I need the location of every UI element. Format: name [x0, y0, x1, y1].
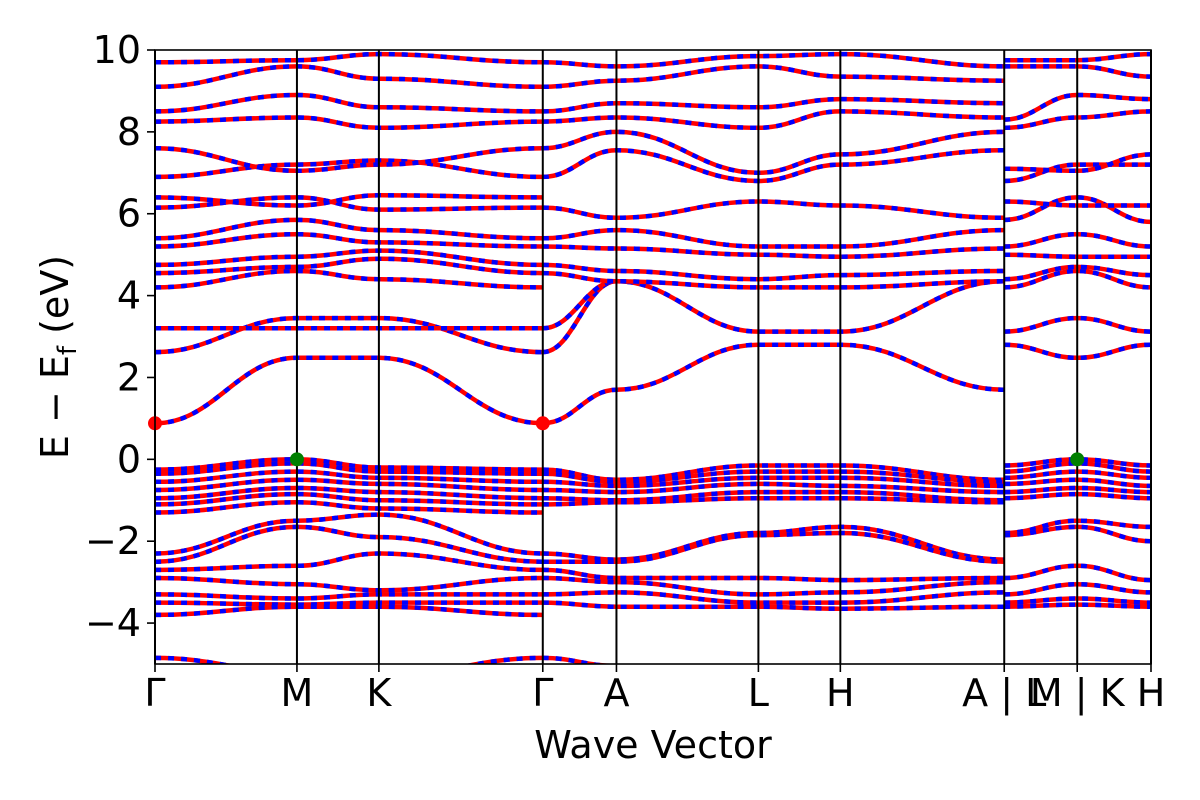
band-line-overlay-55: [542, 489, 1005, 503]
band-line-overlay-75: [542, 600, 1005, 611]
y-tick-label-3: 4: [117, 274, 141, 318]
band-line-overlay-56: [542, 495, 1005, 507]
band-line-overlay-17: [155, 115, 543, 131]
band-line-overlay-68: [155, 600, 543, 607]
band-line-overlay-66: [155, 575, 543, 593]
band-line-overlay-15: [155, 158, 543, 180]
band-line-overlay-74: [542, 590, 1005, 605]
y-axis-title-unit: (eV): [33, 255, 77, 346]
plot-frame: [154, 49, 1152, 665]
band-line-overlay-14: [155, 193, 543, 208]
band-line-overlay-53: [542, 475, 1005, 489]
band-line-overlay-12: [155, 217, 543, 241]
band-line-overlay-51: [542, 463, 1005, 483]
x-tick-label-0: Γ: [144, 671, 165, 715]
band-line-overlay-82: [155, 655, 1005, 664]
band-edge-markers: [148, 416, 1085, 467]
band-line-overlay-28: [542, 109, 1005, 131]
band-line-overlay-10: [155, 248, 543, 268]
band-line-overlay-50: [155, 500, 543, 515]
band-line-overlay-47: [155, 477, 543, 493]
x-tick-label-6: H: [826, 671, 855, 715]
band-line-overlay-31: [542, 51, 1005, 69]
band-line-overlay-64: [155, 524, 543, 564]
band-line-overlay-18: [155, 92, 543, 114]
band-line-overlay-72: [542, 567, 1005, 583]
x-tick-label-3: Γ: [532, 671, 553, 715]
band-line-overlay-65: [155, 551, 543, 573]
x-tick-label-2: K: [366, 671, 392, 715]
cbm-marker-1: [535, 416, 550, 431]
band-line-overlay-30: [542, 64, 1005, 90]
y-axis-ticks: 10 8 6 4 2 0 −2 −4: [85, 28, 155, 645]
band-line-overlay-44: [155, 457, 543, 472]
band-line-overlay-9: [155, 256, 543, 276]
y-tick-label-5: 0: [117, 437, 141, 481]
band-line-overlay-29: [542, 96, 1005, 114]
y-axis-title: E − Ef (eV): [33, 255, 83, 459]
band-line-overlay-25: [542, 199, 1005, 221]
x-tick-label-5: L: [748, 671, 769, 715]
band-line-overlay-4: [542, 279, 1005, 355]
band-line-overlay-67: [155, 592, 543, 601]
x-tick-label-8: M | K: [1030, 671, 1126, 716]
y-axis-title-subscript: f: [53, 345, 83, 355]
band-line-overlay-54: [542, 481, 1005, 495]
x-tick-label-1: M: [281, 671, 314, 715]
band-line-overlay-63: [155, 512, 543, 556]
y-tick-label-7: −4: [85, 601, 141, 645]
band-line-overlay-16: [155, 145, 543, 174]
band-line-overlay-20: [155, 51, 543, 65]
band-line-overlay-8: [155, 268, 543, 290]
band-line-overlay-19: [155, 64, 543, 90]
y-axis-title-main: E − E: [33, 355, 77, 459]
y-tick-label-1: 8: [117, 110, 141, 154]
band-line-overlay-1: [155, 315, 543, 355]
band-line-overlay-22: [542, 262, 1005, 282]
band-line-overlay-21: [542, 270, 1005, 290]
band-line-overlay-49: [155, 491, 543, 507]
band-line-overlay-52: [542, 469, 1005, 485]
band-line-overlay-48: [155, 485, 543, 501]
y-tick-label-2: 6: [117, 192, 141, 236]
band-line-overlay-69: [155, 604, 543, 618]
vbm-marker-3: [1070, 452, 1085, 467]
band-line-overlay-0: [155, 355, 543, 426]
band-line-overlay-46: [155, 469, 543, 485]
band-line-overlay-45: [155, 461, 543, 476]
band-line-overlay-73: [542, 575, 1005, 597]
band-line-overlay-23: [542, 244, 1005, 259]
x-axis-title: Wave Vector: [534, 723, 772, 767]
x-tick-label-9: H: [1137, 671, 1166, 715]
band-line-overlay-11: [155, 231, 543, 249]
band-line-overlay-24: [542, 227, 1005, 249]
y-tick-label-0: 10: [93, 28, 141, 72]
x-tick-label-4: A: [603, 671, 629, 715]
band-line-overlay-36: [1004, 195, 1151, 225]
y-tick-label-4: 2: [117, 355, 141, 399]
y-tick-label-6: −2: [85, 519, 141, 563]
band-line-overlay-3: [542, 342, 1005, 426]
x-tick-label-7: A | L: [962, 671, 1046, 716]
vbm-marker-2: [289, 452, 304, 467]
